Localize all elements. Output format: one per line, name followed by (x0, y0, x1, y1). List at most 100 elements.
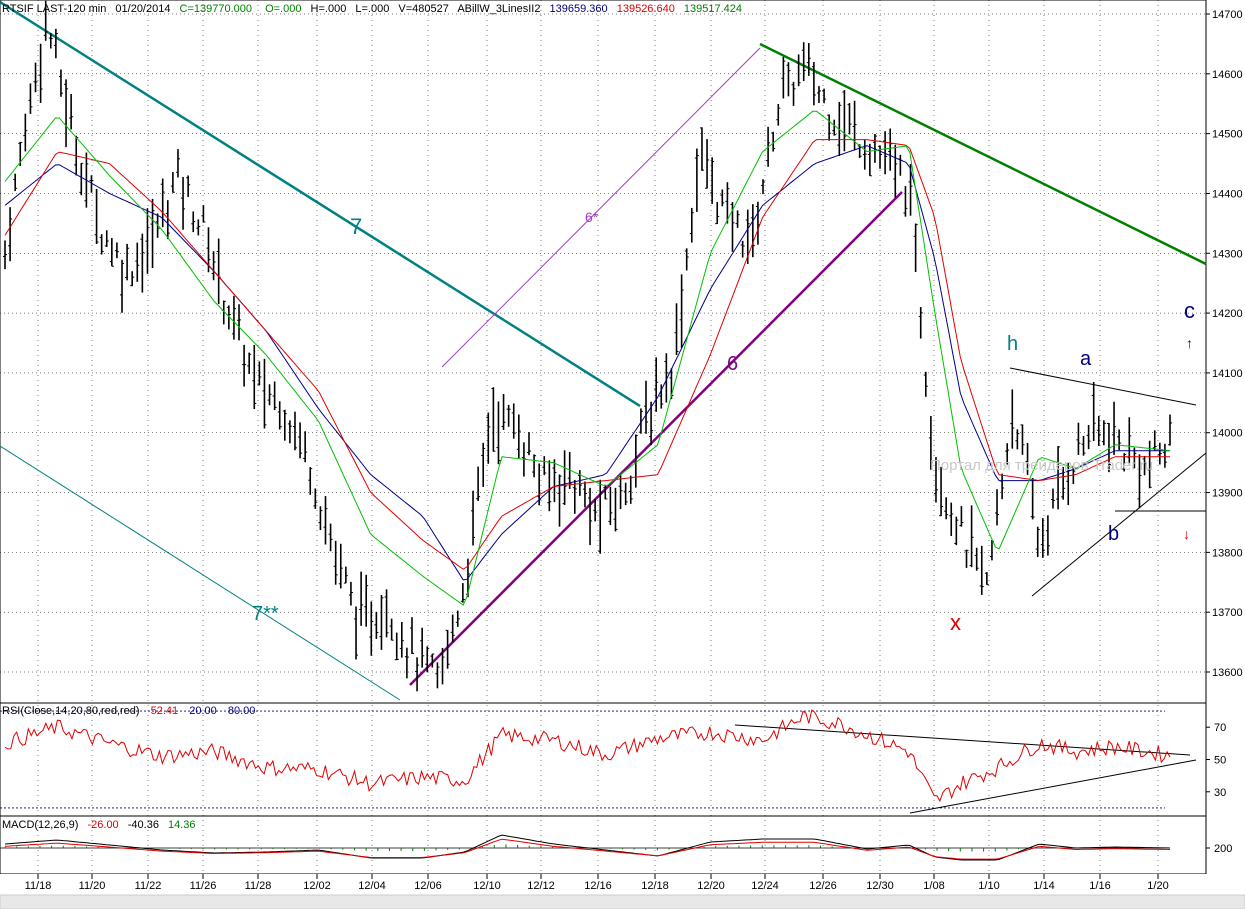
price-bar (974, 547, 979, 571)
price-bar (1076, 422, 1081, 456)
price-bar (995, 489, 1000, 526)
x-tick-label: 11/26 (190, 880, 217, 892)
price-bar (130, 271, 135, 287)
price-bar (1030, 477, 1035, 520)
price-bar (257, 361, 262, 386)
price-bar (796, 54, 801, 87)
price-bar (313, 488, 318, 509)
price-bar (109, 238, 114, 267)
trendline-7-star (0, 445, 401, 701)
x-tick-label: 12/16 (584, 880, 612, 892)
price-bar (186, 175, 191, 197)
price-bar (354, 606, 359, 660)
arrow-down-icon: ↓ (1183, 526, 1190, 542)
rsi-tick-label: 30 (1214, 787, 1226, 799)
price-bar (1168, 414, 1172, 446)
price-bar (862, 139, 867, 170)
price-bar (1025, 442, 1030, 475)
price-bar (496, 401, 501, 465)
price-bar (13, 173, 18, 192)
header-open: O=.000 (265, 3, 301, 15)
price-bar (659, 384, 664, 409)
price-bar (867, 143, 872, 177)
price-bar (231, 295, 236, 340)
price-bar (399, 621, 404, 658)
x-tick-label: 12/12 (527, 880, 555, 892)
header-high: H=.000 (311, 3, 347, 15)
header-close: C=139770.000 (180, 3, 252, 15)
price-bar (684, 248, 689, 271)
price-bar (1096, 415, 1101, 446)
price-bar (1005, 443, 1010, 465)
price-bar (476, 466, 481, 501)
x-tick-label: 12/26 (809, 880, 837, 892)
price-bar (944, 497, 949, 520)
header-line2: 139526.640 (617, 3, 675, 15)
price-bar (903, 186, 908, 217)
rsi-tick-label: 50 (1214, 755, 1226, 767)
macd-line (4, 834, 1171, 861)
x-tick-label: 12/30 (866, 880, 894, 892)
price-bar (420, 627, 425, 668)
macd-value1: -26.00 (87, 819, 118, 831)
price-bar (954, 516, 959, 546)
price-bar (445, 629, 450, 669)
price-bar (8, 207, 13, 262)
price-bar (191, 211, 196, 233)
price-bar (104, 230, 109, 247)
price-bar (318, 506, 323, 531)
price-bar (338, 543, 343, 589)
label-x: x (950, 610, 961, 635)
price-bar (165, 200, 170, 240)
x-tick-label: 12/10 (473, 880, 501, 892)
price-tick-label: 13800 (1212, 547, 1243, 559)
price-bar (623, 482, 628, 506)
label-b: b (1108, 523, 1119, 545)
price-bar (33, 62, 38, 93)
price-bar (333, 540, 338, 585)
price-tick-label: 14400 (1212, 188, 1243, 200)
price-bar (699, 127, 704, 171)
rsi-line (4, 709, 1171, 803)
price-tick-label: 14000 (1212, 428, 1243, 440)
price-bar (298, 422, 303, 459)
price-bar (725, 182, 730, 224)
price-bar (348, 581, 353, 606)
label-a: a (1080, 348, 1092, 370)
trendline-6-star (441, 47, 761, 368)
price-bar (94, 188, 99, 245)
price-bar (1142, 455, 1147, 476)
price-bar (145, 208, 150, 274)
price-bar (638, 408, 643, 434)
price-panel-frame (0, 0, 1207, 704)
price-bar (140, 233, 145, 293)
macd-title: MACD(12,26,9) (2, 819, 78, 831)
label-7-star: 7** (252, 603, 279, 625)
price-bar (679, 274, 684, 348)
macd-header: MACD(12,26,9) -26.00 -40.36 14.36 (2, 819, 196, 831)
price-bar (923, 371, 928, 397)
x-tick-label: 11/18 (25, 880, 52, 892)
price-bar (1045, 515, 1050, 556)
price-bar (43, 0, 48, 41)
price-bar (1040, 518, 1045, 558)
price-bar (415, 657, 420, 692)
price-bar (440, 647, 445, 685)
price-bar (69, 94, 74, 130)
label-h: h (1007, 333, 1018, 355)
price-bar (323, 496, 328, 545)
price-tick-label: 14300 (1212, 248, 1243, 260)
price-tick-label: 13600 (1212, 667, 1243, 679)
price-bar (343, 566, 348, 584)
price-bar (460, 583, 465, 603)
price-bar (150, 198, 155, 269)
price-bar (842, 90, 847, 152)
price-bar (211, 251, 216, 281)
price-bar (272, 381, 277, 411)
price-bar (562, 450, 567, 505)
price-bar (705, 139, 710, 189)
price-bar (883, 131, 888, 175)
price-bar (1050, 488, 1055, 509)
price-bar (404, 647, 409, 679)
